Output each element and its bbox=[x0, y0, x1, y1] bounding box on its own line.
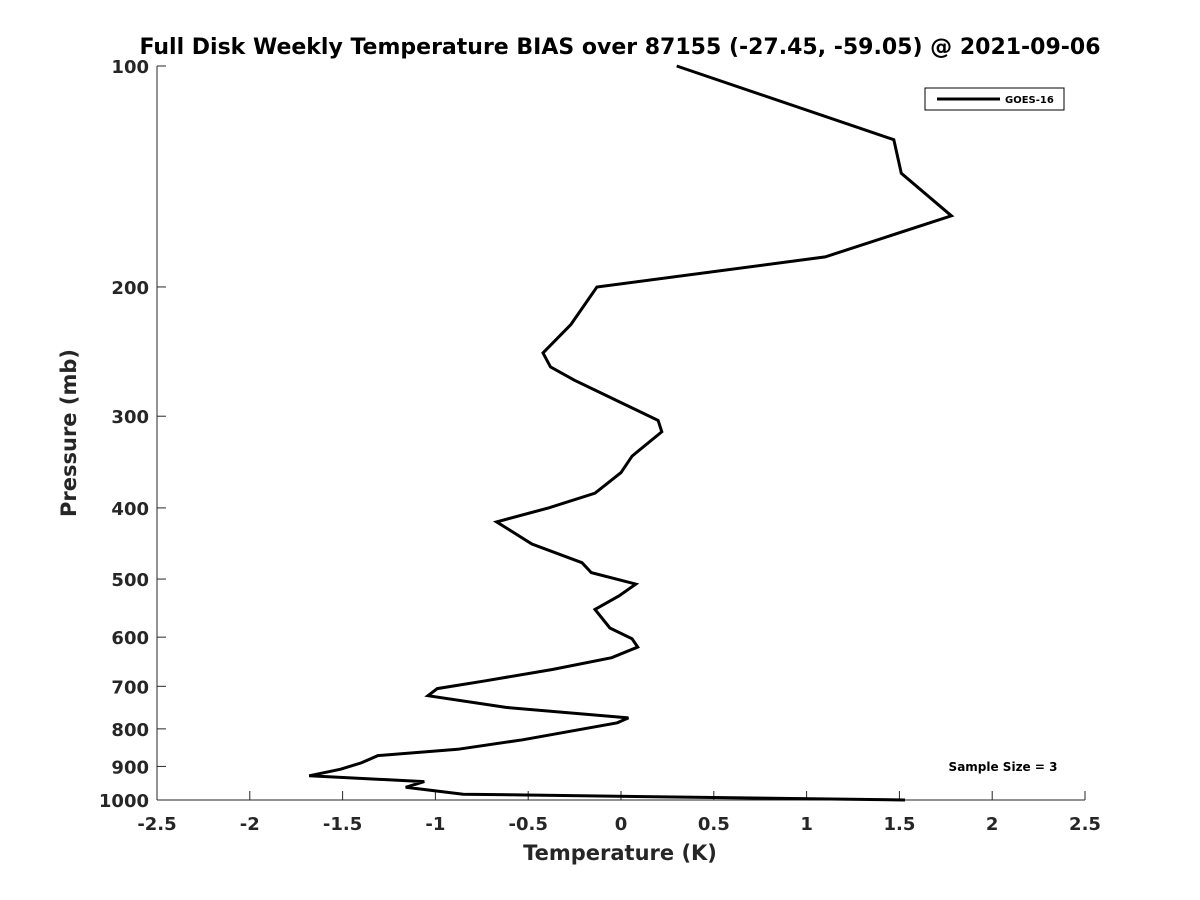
y-tick-label: 200 bbox=[111, 278, 149, 299]
chart-title: Full Disk Weekly Temperature BIAS over 8… bbox=[139, 35, 1100, 60]
x-tick-label: -1.5 bbox=[323, 814, 362, 835]
y-tick-label: 100 bbox=[111, 57, 149, 78]
sample-size-annotation: Sample Size = 3 bbox=[949, 760, 1058, 774]
y-tick-label: 1000 bbox=[99, 791, 149, 812]
x-tick-label: 1.5 bbox=[883, 814, 915, 835]
x-tick-label: -2 bbox=[240, 814, 260, 835]
legend-label-goes16: GOES-16 bbox=[1005, 95, 1054, 106]
ticks: -2.5 -2 -1.5 -1 -0.5 0 0.5 1 1.5 2 2.5 100 200 300 400… bbox=[99, 57, 1101, 835]
x-axis-label: Temperature (K) bbox=[523, 841, 717, 865]
y-axis-label: Pressure (mb) bbox=[57, 349, 81, 517]
y-tick-label: 600 bbox=[111, 628, 149, 649]
y-tick-label: 800 bbox=[111, 720, 149, 741]
legend: GOES-16 bbox=[924, 87, 1065, 111]
x-tick-label: -1 bbox=[425, 814, 445, 835]
x-tick-label: 2 bbox=[986, 814, 999, 835]
y-tick-label: 400 bbox=[111, 499, 149, 520]
x-tick-label: -0.5 bbox=[509, 814, 548, 835]
y-tick-label: 500 bbox=[111, 570, 149, 591]
x-tick-label: -2.5 bbox=[137, 814, 176, 835]
x-tick-label: 0.5 bbox=[698, 814, 730, 835]
y-tick-label: 700 bbox=[111, 677, 149, 698]
x-tick-label: 1 bbox=[800, 814, 813, 835]
series-line-goes-16 bbox=[308, 64, 955, 802]
y-tick-label: 300 bbox=[111, 407, 149, 428]
x-tick-label: 0 bbox=[615, 814, 628, 835]
series-lines bbox=[308, 64, 955, 802]
x-tick-label: 2.5 bbox=[1069, 814, 1101, 835]
y-tick-label: 900 bbox=[111, 757, 149, 778]
